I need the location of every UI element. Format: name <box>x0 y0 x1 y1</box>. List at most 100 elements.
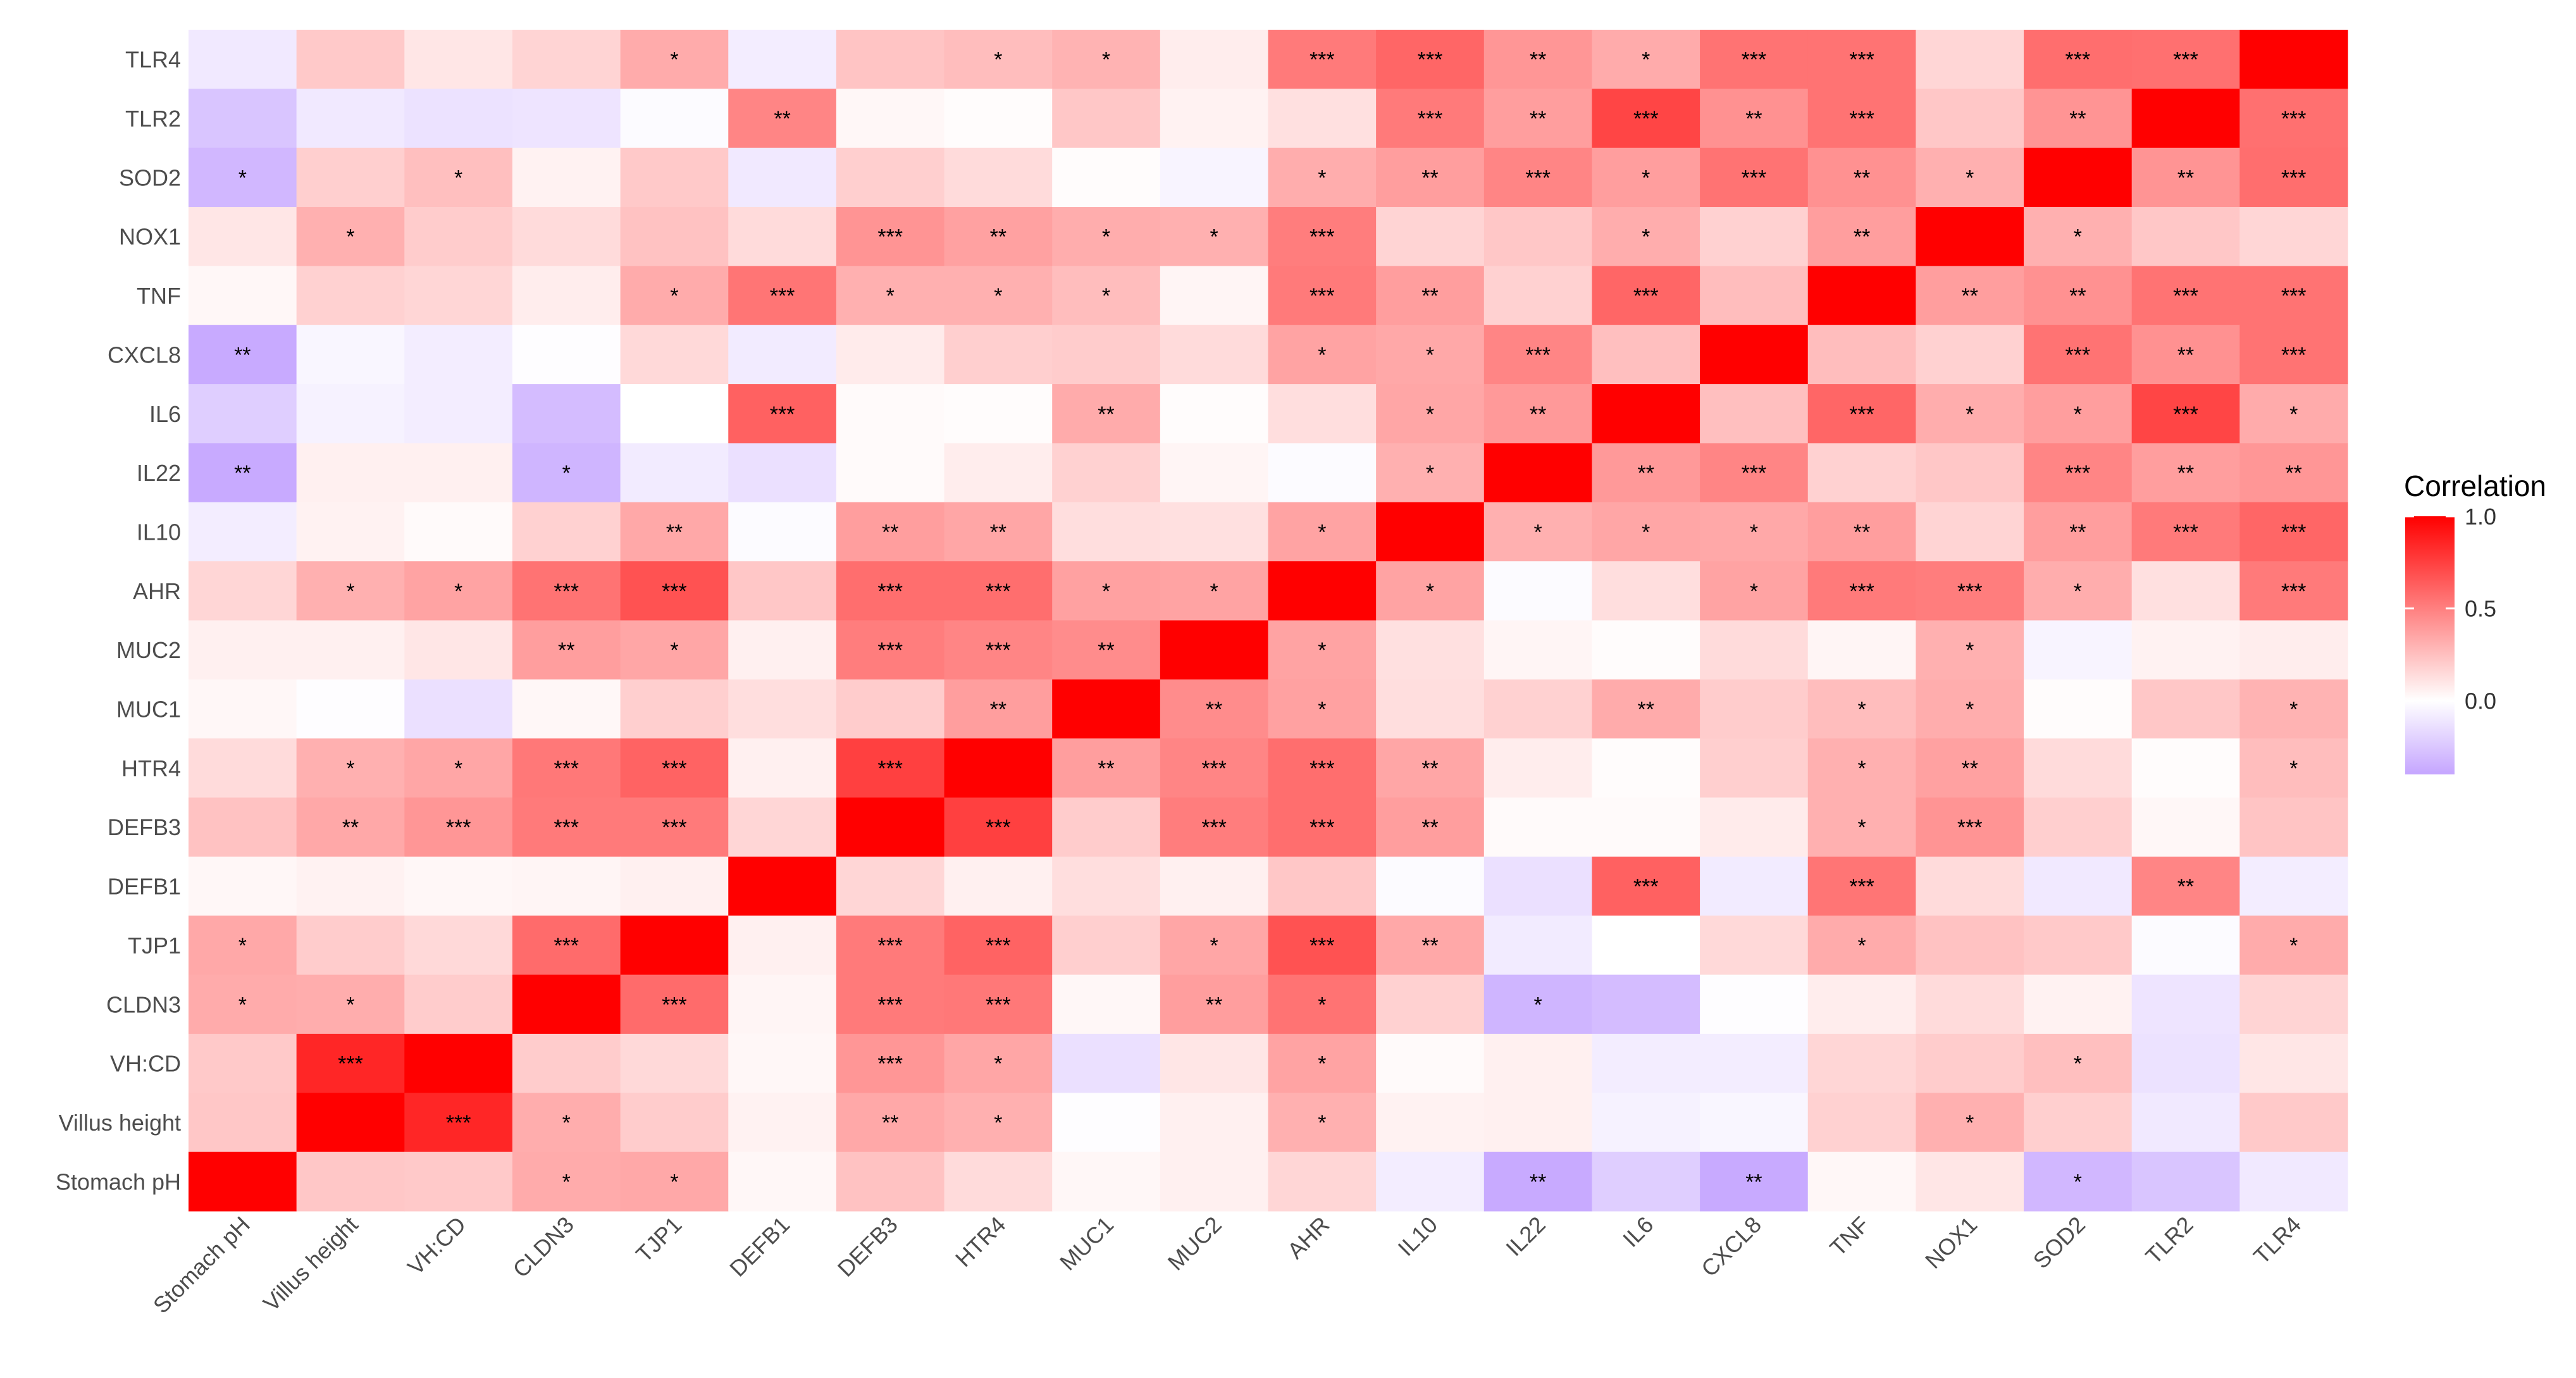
heatmap-cell <box>1592 502 1700 562</box>
significance-label: ** <box>2177 166 2194 190</box>
heatmap-cell <box>620 384 729 444</box>
heatmap-cell <box>2239 797 2348 857</box>
heatmap-cell <box>1916 30 2024 89</box>
heatmap-cell <box>836 502 945 562</box>
heatmap-cell <box>1160 679 1269 739</box>
y-tick-label: IL6 <box>149 401 181 427</box>
heatmap-cell <box>1052 1151 1161 1212</box>
heatmap-cell <box>2131 561 2240 621</box>
heatmap-cell <box>2239 679 2348 739</box>
heatmap-cell <box>1160 443 1269 503</box>
heatmap-cell <box>1483 797 1593 857</box>
heatmap-cell <box>728 325 837 385</box>
heatmap-cell <box>1376 561 1485 621</box>
heatmap-cell <box>1483 502 1593 562</box>
heatmap-cell <box>1807 1151 1916 1212</box>
x-tick-label: VH:CD <box>402 1212 471 1280</box>
significance-label: *** <box>338 1052 363 1076</box>
heatmap-cell <box>1592 974 1700 1034</box>
heatmap-cell <box>944 443 1053 503</box>
heatmap-cell <box>1483 974 1593 1034</box>
heatmap-cell <box>2131 916 2240 976</box>
significance-label: *** <box>1849 580 1874 604</box>
heatmap-cell <box>836 89 945 149</box>
heatmap-cell <box>404 856 513 916</box>
significance-label: * <box>994 48 1002 72</box>
heatmap-cell <box>404 974 513 1034</box>
heatmap-cell <box>1052 502 1161 562</box>
significance-label: *** <box>2281 580 2307 604</box>
heatmap-cell <box>620 561 729 621</box>
significance-label: *** <box>770 284 795 308</box>
heatmap-cell <box>404 325 513 385</box>
heatmap-cell <box>296 738 405 798</box>
heatmap-cell <box>1052 207 1161 266</box>
significance-label: *** <box>1849 875 1874 899</box>
heatmap-cell <box>2024 1033 2133 1093</box>
heatmap-cell <box>296 856 405 916</box>
heatmap-cell <box>1916 443 2024 503</box>
heatmap-cell <box>512 856 621 916</box>
heatmap-cell <box>1807 620 1916 680</box>
heatmap-cell <box>1916 1033 2024 1093</box>
significance-label: *** <box>2173 284 2198 308</box>
heatmap-cell <box>728 502 837 562</box>
heatmap-cell <box>404 679 513 739</box>
x-tick-label: CLDN3 <box>507 1212 578 1282</box>
significance-label: ** <box>990 520 1006 544</box>
significance-label: ** <box>1421 934 1438 958</box>
significance-label: * <box>670 48 678 72</box>
heatmap-cell <box>1483 856 1593 916</box>
significance-label: * <box>670 638 678 662</box>
heatmap-cell <box>1376 147 1485 208</box>
significance-label: *** <box>2173 48 2198 72</box>
legend-colorbar <box>2405 516 2455 774</box>
heatmap-cell <box>1268 620 1377 680</box>
heatmap-cell <box>1160 502 1269 562</box>
heatmap-cell <box>1700 916 1809 976</box>
heatmap-cell <box>944 1151 1053 1212</box>
heatmap-cell <box>1052 856 1161 916</box>
significance-label: * <box>1857 698 1866 722</box>
y-tick-label: IL10 <box>137 519 181 545</box>
significance-label: *** <box>1201 816 1227 840</box>
heatmap-cell <box>1700 325 1809 385</box>
significance-label: ** <box>1098 402 1114 426</box>
heatmap-cell <box>944 147 1053 208</box>
y-tick-label: IL22 <box>137 460 181 486</box>
heatmap-cell <box>1807 325 1916 385</box>
heatmap-cell <box>2131 30 2240 89</box>
significance-label: *** <box>554 757 579 781</box>
heatmap-cell <box>620 1151 729 1212</box>
heatmap-cell <box>1268 30 1377 89</box>
heatmap-cell <box>2131 974 2240 1034</box>
heatmap-cell <box>404 1093 513 1153</box>
heatmap-cell <box>620 1093 729 1153</box>
significance-label: *** <box>2065 343 2091 367</box>
heatmap-cell <box>1483 30 1593 89</box>
heatmap-cell <box>1807 266 1916 326</box>
significance-label: ** <box>1854 166 1870 190</box>
significance-label: *** <box>1525 166 1551 190</box>
heatmap-cell <box>1807 207 1916 266</box>
heatmap-cell <box>836 679 945 739</box>
heatmap-cell <box>836 325 945 385</box>
heatmap-cell <box>1700 266 1809 326</box>
significance-label: *** <box>662 993 687 1017</box>
heatmap-cell <box>728 1151 837 1212</box>
heatmap-cell <box>1592 1151 1700 1212</box>
heatmap-cell <box>1700 1151 1809 1212</box>
heatmap-cell <box>1376 916 1485 976</box>
heatmap-cell <box>1376 502 1485 562</box>
heatmap-cell <box>1916 974 2024 1034</box>
significance-label: * <box>1210 580 1218 604</box>
heatmap-cell <box>189 620 297 680</box>
heatmap-cell <box>1483 266 1593 326</box>
heatmap-cell <box>1376 266 1485 326</box>
heatmap-cell <box>728 797 837 857</box>
heatmap-cell <box>1376 1093 1485 1153</box>
significance-label: * <box>1102 284 1110 308</box>
heatmap-cell <box>944 738 1053 798</box>
heatmap-cell <box>512 679 621 739</box>
x-tick-label: TLR4 <box>2248 1212 2306 1269</box>
